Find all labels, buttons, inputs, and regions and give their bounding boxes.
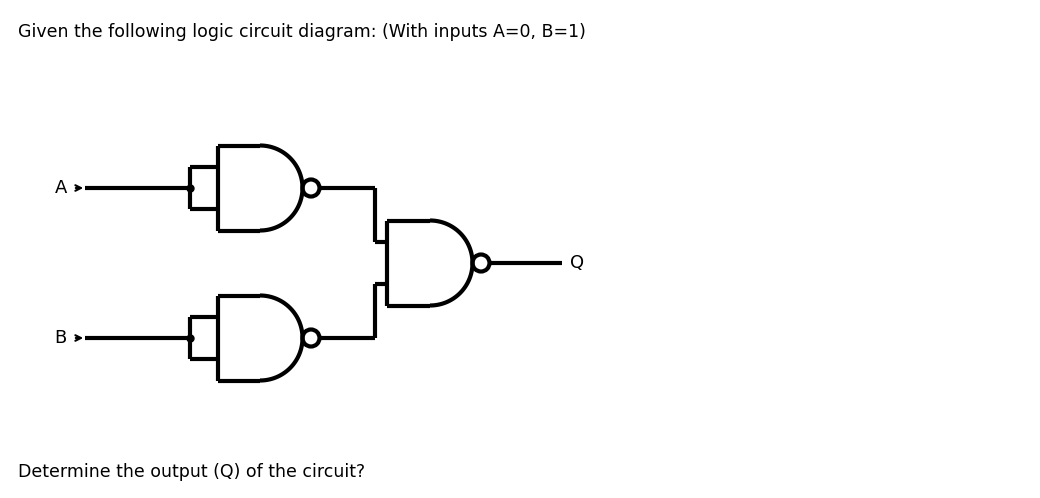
Text: B: B bbox=[55, 329, 67, 347]
Text: Q: Q bbox=[570, 254, 584, 272]
Text: Given the following logic circuit diagram: (With inputs A=0, B=1): Given the following logic circuit diagra… bbox=[18, 23, 586, 41]
Text: Determine the output (Q) of the circuit?: Determine the output (Q) of the circuit? bbox=[18, 463, 365, 481]
Text: A: A bbox=[55, 179, 67, 197]
